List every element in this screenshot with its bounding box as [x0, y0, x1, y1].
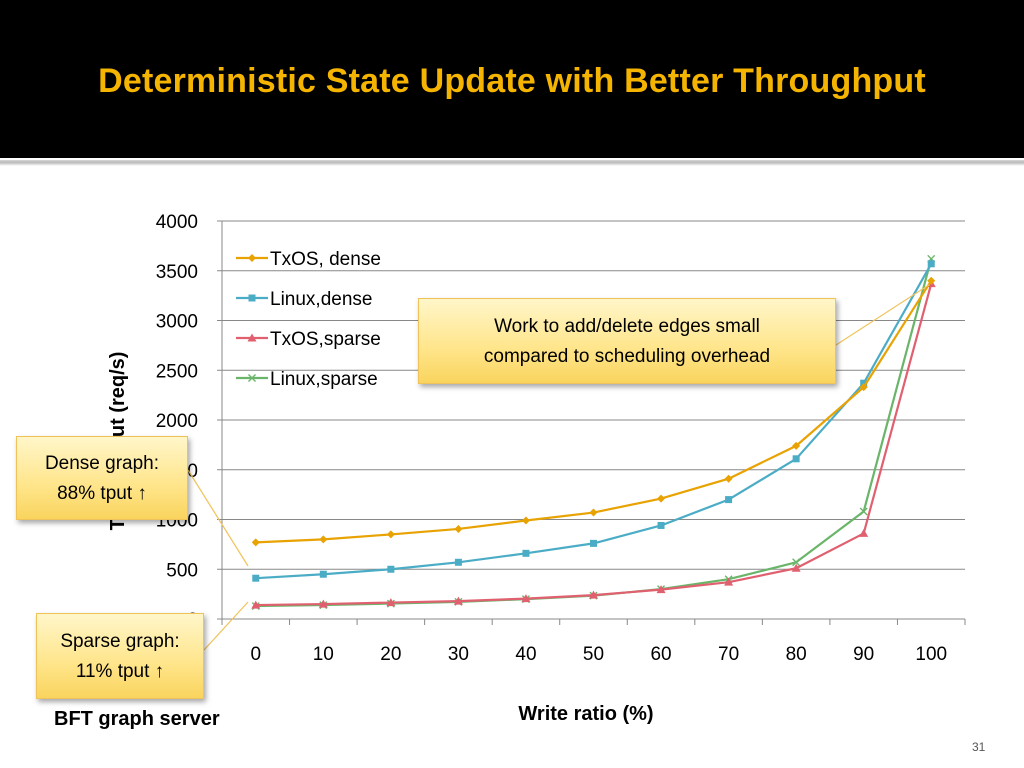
data-point-linux-sparse: [792, 558, 801, 567]
data-point-txos-dense: [792, 441, 801, 450]
data-point-txos-sparse: [318, 599, 328, 608]
data-point-linux-dense: [387, 565, 395, 573]
data-point-linux-dense: [252, 574, 260, 582]
data-point-txos-dense: [724, 474, 733, 483]
y-tick-label: 3000: [156, 312, 198, 333]
data-point-linux-dense: [927, 260, 935, 268]
data-point-txos-sparse: [859, 528, 869, 537]
data-point-txos-sparse: [521, 594, 531, 603]
callout-edge-work: Work to add/delete edges small compared …: [418, 298, 836, 384]
legend-label-txos-dense: TxOS, dense: [270, 249, 381, 270]
callout-dense-line-2: 88% tput ↑: [57, 483, 147, 504]
y-tick-label: 4000: [156, 212, 198, 233]
data-point-linux-dense: [522, 549, 530, 557]
data-point-txos-dense: [454, 524, 463, 533]
page-number: 31: [972, 740, 986, 754]
x-tick-label: 30: [448, 644, 469, 665]
x-tick-label: 40: [515, 644, 536, 665]
data-point-txos-sparse: [724, 577, 734, 586]
data-point-txos-sparse: [453, 596, 463, 605]
title-bar: [0, 0, 1024, 158]
x-tick-label: 10: [313, 644, 334, 665]
y-tick-label: 500: [166, 560, 198, 581]
data-point-txos-sparse: [791, 563, 801, 572]
legend-marker-txos-dense: [248, 254, 256, 262]
callout-leader-lines: [187, 284, 930, 651]
y-tick-label: 2500: [156, 361, 198, 382]
data-point-txos-dense: [386, 530, 395, 539]
x-tick-label: 100: [915, 644, 947, 665]
legend-label-txos-sparse: TxOS,sparse: [270, 329, 381, 350]
series-lines: [251, 254, 936, 611]
data-point-linux-dense: [725, 496, 733, 504]
x-tick-label: 60: [650, 644, 671, 665]
data-point-txos-sparse: [251, 600, 261, 609]
x-tick-label: 20: [380, 644, 401, 665]
data-point-linux-dense: [590, 539, 597, 547]
data-point-txos-sparse: [386, 598, 396, 607]
data-point-linux-dense: [792, 455, 800, 463]
data-point-txos-sparse: [589, 590, 598, 599]
x-tick-label: 80: [786, 644, 807, 665]
callout-sparse-line-1: Sparse graph:: [60, 631, 180, 652]
data-point-txos-dense: [251, 538, 260, 547]
data-point-txos-sparse: [656, 585, 666, 594]
gridlines: [222, 220, 965, 570]
legend-label-linux-sparse: Linux,sparse: [270, 369, 378, 390]
data-point-linux-sparse: [859, 507, 868, 516]
callout-sparse-graph: Sparse graph: 11% tput ↑: [36, 613, 204, 699]
data-point-txos-dense: [927, 276, 936, 285]
x-marker-stroke: [248, 374, 256, 382]
data-point-txos-dense: [521, 516, 530, 525]
callout-edge-work-line-1: Work to add/delete edges small: [494, 316, 760, 337]
x-tick-label: 90: [853, 644, 874, 665]
callout-sparse-line-2: 11% tput ↑: [75, 661, 165, 682]
callout-dense-graph: Dense graph: 88% tput ↑: [16, 436, 188, 520]
legend-marker-linux-dense: [248, 294, 256, 302]
x-tick-label: 70: [718, 644, 739, 665]
data-point-txos-dense: [657, 494, 666, 503]
title-divider: [0, 160, 1024, 166]
data-point-linux-dense: [657, 521, 665, 529]
legend-label-linux-dense: Linux,dense: [270, 289, 372, 310]
y-tick-label: 2000: [156, 411, 198, 432]
footer-label: BFT graph server: [54, 708, 220, 730]
data-point-linux-dense: [319, 570, 327, 578]
y-tick-label: 3500: [156, 262, 198, 283]
leader-line-sparse: [203, 601, 249, 651]
legend-marker-txos-sparse: [247, 333, 257, 342]
leader-line-dense: [187, 469, 249, 567]
x-axis-label: Write ratio (%): [518, 703, 653, 725]
data-point-txos-dense: [319, 535, 328, 544]
x-marker-stroke: [859, 507, 868, 516]
data-point-txos-dense: [859, 383, 868, 392]
x-marker-stroke: [792, 558, 801, 567]
slide-title: Deterministic State Update with Better T…: [98, 62, 926, 100]
x-tick-label: 50: [583, 644, 604, 665]
data-point-linux-dense: [454, 558, 462, 566]
legend: TxOS, dense Linux,dense TxOS,sparse Linux,s…: [236, 249, 381, 390]
leader-line-edge-work: [835, 284, 930, 346]
data-point-txos-dense: [589, 508, 598, 517]
callout-edge-work-line-2: compared to scheduling overhead: [483, 346, 771, 367]
x-tick-label: 0: [250, 644, 261, 665]
callout-dense-line-1: Dense graph:: [44, 453, 160, 474]
legend-marker-linux-sparse: [248, 374, 256, 382]
